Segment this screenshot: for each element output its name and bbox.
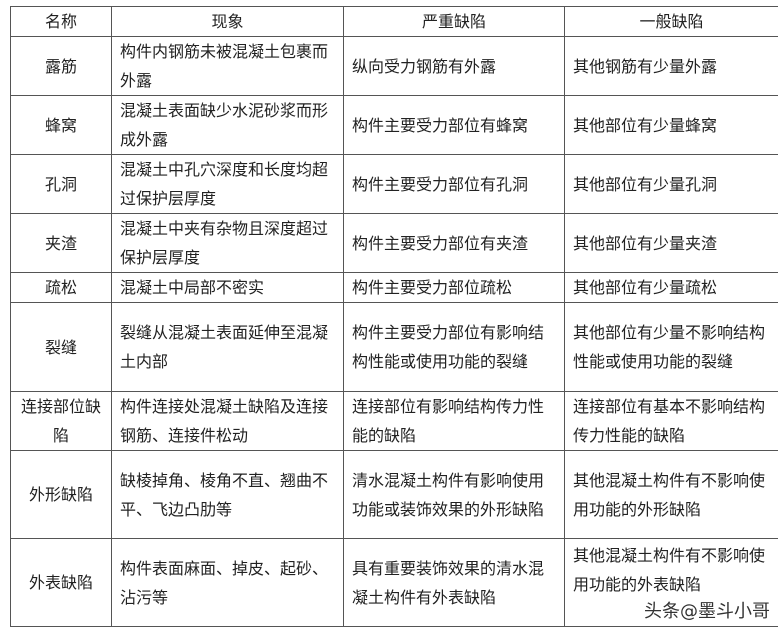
cell-text: 其他钢筋有少量外露 — [573, 56, 718, 76]
cell-text: 构件表面麻面、掉皮、起砂、沾污等 — [120, 558, 329, 607]
cell-text: 裂缝从混凝土表面延伸至混凝土内部 — [120, 323, 329, 371]
table-row: 夹渣 混凝土中夹有杂物且深度超过保护层厚度 构件主要受力部位有夹渣 其他部位有少量夹渣 — [10, 213, 778, 273]
cell-phenomenon: 混凝土中孔穴深度和长度均超过保护层厚度 — [111, 154, 344, 214]
cell-text: 其他部位有少量不影响结构性能或使用功能的裂缝 — [573, 323, 766, 371]
cell-text: 其他部位有少量夹渣 — [573, 233, 718, 253]
header-phenomenon: 现象 — [111, 6, 344, 37]
cell-phenomenon: 混凝土中局部不密实 — [111, 272, 344, 303]
cell-text: 清水混凝土构件有影响使用功能或装饰效果的外形缺陷 — [352, 470, 545, 519]
cell-severe: 构件主要受力部位有蜂窝 — [343, 95, 565, 155]
cell-general: 其他部位有少量疏松 — [564, 272, 778, 303]
cell-text: 疏松 — [44, 278, 77, 297]
cell-severe: 构件主要受力部位有孔洞 — [343, 154, 565, 214]
cell-general: 其他混凝土构件有不影响使用功能的外形缺陷 — [564, 450, 778, 539]
cell-text: 孔洞 — [44, 174, 77, 194]
cell-general: 其他混凝土构件有不影响使用功能的外表缺陷头条@墨斗小哥 — [564, 538, 778, 627]
cell-name: 外形缺陷 — [10, 450, 112, 539]
cell-text: 其他部位有少量蜂窝 — [573, 115, 718, 135]
cell-text: 连接部位有影响结构传力性能的缺陷 — [352, 397, 545, 445]
cell-name: 蜂窝 — [10, 95, 112, 155]
cell-name: 夹渣 — [10, 213, 112, 273]
cell-name: 孔洞 — [10, 154, 112, 214]
cell-name: 疏松 — [10, 272, 112, 303]
table-row: 蜂窝 混凝土表面缺少水泥砂浆而形成外露 构件主要受力部位有蜂窝 其他部位有少量蜂窝 — [10, 95, 778, 155]
cell-text: 露筋 — [44, 56, 77, 76]
cell-text: 其他混凝土构件有不影响使用功能的外表缺陷 — [573, 545, 766, 594]
cell-general: 其他部位有少量夹渣 — [564, 213, 778, 273]
cell-text: 混凝土表面缺少水泥砂浆而形成外露 — [120, 101, 329, 149]
cell-text: 构件连接处混凝土缺陷及连接钢筋、连接件松动 — [120, 397, 329, 445]
cell-text: 蜂窝 — [44, 115, 77, 135]
cell-text: 外表缺陷 — [28, 573, 93, 592]
header-name: 名称 — [10, 6, 112, 37]
cell-severe: 清水混凝土构件有影响使用功能或装饰效果的外形缺陷 — [343, 450, 565, 539]
cell-text: 混凝土中局部不密实 — [120, 278, 265, 297]
cell-text: 其他混凝土构件有不影响使用功能的外形缺陷 — [573, 470, 766, 519]
watermark: 头条@墨斗小哥 — [644, 600, 770, 622]
cell-phenomenon: 混凝土表面缺少水泥砂浆而形成外露 — [111, 95, 344, 155]
cell-text: 构件主要受力部位有夹渣 — [352, 233, 529, 253]
cell-severe: 构件主要受力部位有影响结构性能或使用功能的裂缝 — [343, 302, 565, 392]
cell-text: 构件主要受力部位有孔洞 — [352, 174, 529, 194]
cell-text: 混凝土中孔穴深度和长度均超过保护层厚度 — [120, 160, 329, 208]
cell-phenomenon: 构件内钢筋未被混凝土包裹而外露 — [111, 36, 344, 96]
cell-severe: 连接部位有影响结构传力性能的缺陷 — [343, 391, 565, 451]
table-row: 裂缝 裂缝从混凝土表面延伸至混凝土内部 构件主要受力部位有影响结构性能或使用功能的裂… — [10, 302, 778, 392]
cell-phenomenon: 构件表面麻面、掉皮、起砂、沾污等 — [111, 538, 344, 627]
cell-text: 构件主要受力部位有蜂窝 — [352, 115, 529, 135]
cell-text: 构件主要受力部位有影响结构性能或使用功能的裂缝 — [352, 323, 545, 371]
cell-phenomenon: 混凝土中夹有杂物且深度超过保护层厚度 — [111, 213, 344, 273]
cell-text: 缺棱掉角、棱角不直、翘曲不平、飞边凸肋等 — [120, 470, 329, 519]
cell-text: 构件内钢筋未被混凝土包裹而外露 — [120, 42, 329, 90]
cell-severe: 构件主要受力部位疏松 — [343, 272, 565, 303]
table-row: 孔洞 混凝土中孔穴深度和长度均超过保护层厚度 构件主要受力部位有孔洞 其他部位有少量孔… — [10, 154, 778, 214]
cell-text: 构件主要受力部位疏松 — [352, 278, 513, 297]
cell-name: 裂缝 — [10, 302, 112, 392]
cell-name: 外表缺陷 — [10, 538, 112, 627]
cell-phenomenon: 构件连接处混凝土缺陷及连接钢筋、连接件松动 — [111, 391, 344, 451]
cell-phenomenon: 裂缝从混凝土表面延伸至混凝土内部 — [111, 302, 344, 392]
cell-general: 其他钢筋有少量外露 — [564, 36, 778, 96]
table-row: 露筋 构件内钢筋未被混凝土包裹而外露 纵向受力钢筋有外露 其他钢筋有少量外露 — [10, 36, 778, 96]
cell-text: 其他部位有少量疏松 — [573, 278, 718, 297]
cell-text: 纵向受力钢筋有外露 — [352, 56, 497, 76]
cell-general: 其他部位有少量不影响结构性能或使用功能的裂缝 — [564, 302, 778, 392]
table-row: 疏松 混凝土中局部不密实 构件主要受力部位疏松 其他部位有少量疏松 — [10, 272, 778, 303]
cell-text: 具有重要装饰效果的清水混凝土构件有外表缺陷 — [352, 558, 545, 607]
header-general: 一般缺陷 — [564, 6, 778, 37]
cell-name: 连接部位缺陷 — [10, 391, 112, 451]
cell-general: 其他部位有少量孔洞 — [564, 154, 778, 214]
table-row: 连接部位缺陷 构件连接处混凝土缺陷及连接钢筋、连接件松动 连接部位有影响结构传力性能… — [10, 391, 778, 451]
cell-severe: 构件主要受力部位有夹渣 — [343, 213, 565, 273]
header-severe: 严重缺陷 — [343, 6, 565, 37]
table-row: 外表缺陷 构件表面麻面、掉皮、起砂、沾污等 具有重要装饰效果的清水混凝土构件有外表缺… — [10, 538, 778, 627]
cell-text: 夹渣 — [44, 233, 77, 253]
cell-text: 其他部位有少量孔洞 — [573, 174, 718, 194]
cell-text: 连接部位缺陷 — [20, 397, 101, 445]
defect-table: 名称 现象 严重缺陷 一般缺陷 露筋 构件内钢筋未被混凝土包裹而外露 纵向受力钢筋有… — [10, 6, 778, 627]
cell-severe: 纵向受力钢筋有外露 — [343, 36, 565, 96]
table-row: 外形缺陷 缺棱掉角、棱角不直、翘曲不平、飞边凸肋等 清水混凝土构件有影响使用功能或装… — [10, 450, 778, 539]
cell-name: 露筋 — [10, 36, 112, 96]
cell-text: 裂缝 — [44, 337, 77, 357]
cell-text: 外形缺陷 — [28, 485, 93, 504]
header-row: 名称 现象 严重缺陷 一般缺陷 — [10, 6, 778, 37]
cell-text: 连接部位有基本不影响结构传力性能的缺陷 — [573, 397, 766, 445]
cell-general: 连接部位有基本不影响结构传力性能的缺陷 — [564, 391, 778, 451]
cell-text: 混凝土中夹有杂物且深度超过保护层厚度 — [120, 219, 329, 267]
cell-general: 其他部位有少量蜂窝 — [564, 95, 778, 155]
cell-severe: 具有重要装饰效果的清水混凝土构件有外表缺陷 — [343, 538, 565, 627]
cell-phenomenon: 缺棱掉角、棱角不直、翘曲不平、飞边凸肋等 — [111, 450, 344, 539]
